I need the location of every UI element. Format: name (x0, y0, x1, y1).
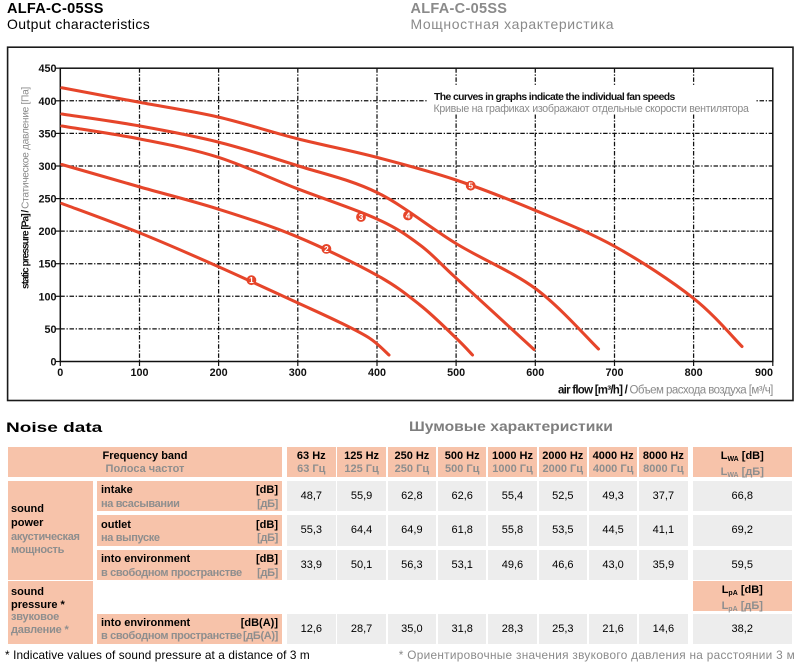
svg-text:0: 0 (50, 357, 56, 369)
svg-text:600: 600 (526, 367, 544, 379)
svg-text:150: 150 (38, 259, 56, 271)
svg-text:200: 200 (38, 226, 56, 238)
svg-text:static pressure [Pa] / Статиче: static pressure [Pa] / Статическое давле… (21, 87, 32, 289)
svg-text:800: 800 (685, 367, 703, 379)
svg-text:50: 50 (44, 324, 56, 336)
svg-text:500: 500 (447, 367, 465, 379)
svg-text:450: 450 (38, 63, 56, 75)
svg-text:250: 250 (38, 194, 56, 206)
svg-text:400: 400 (38, 96, 56, 108)
svg-text:air flow [m³/h] / Объем расход: air flow [m³/h] / Объем расхода воздуха … (558, 385, 773, 397)
svg-text:300: 300 (38, 161, 56, 173)
svg-text:400: 400 (368, 367, 386, 379)
svg-text:1: 1 (249, 275, 254, 285)
svg-text:900: 900 (755, 367, 773, 379)
svg-text:350: 350 (38, 128, 56, 140)
svg-text:4: 4 (406, 211, 411, 221)
svg-text:100: 100 (38, 291, 56, 303)
svg-text:Кривые на графиках изображают: Кривые на графиках изображают отдельные … (434, 103, 749, 115)
svg-text:The curves in graphs indicate: The curves in graphs indicate the indivi… (434, 92, 676, 103)
svg-text:100: 100 (130, 367, 148, 379)
svg-text:700: 700 (605, 367, 623, 379)
svg-text:5: 5 (468, 181, 473, 191)
svg-text:200: 200 (210, 367, 228, 379)
svg-text:300: 300 (289, 367, 307, 379)
svg-text:0: 0 (57, 367, 63, 379)
svg-text:2: 2 (324, 244, 329, 254)
svg-text:3: 3 (359, 212, 364, 222)
